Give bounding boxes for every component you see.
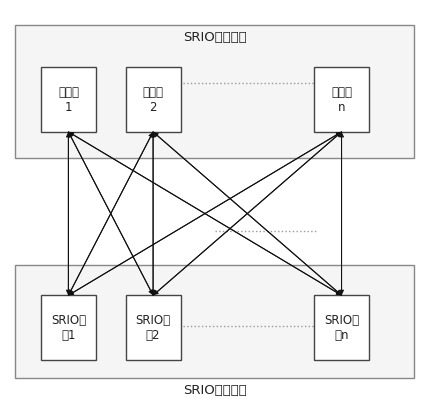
Bar [314, 67, 369, 132]
Text: SRIO接
口2: SRIO接 口2 [136, 314, 171, 342]
Bar [126, 67, 181, 132]
Text: 仲裁器
2: 仲裁器 2 [142, 85, 163, 114]
Bar [15, 25, 414, 158]
Bar [15, 265, 414, 378]
Bar [314, 295, 369, 360]
Text: SRIO接口模块: SRIO接口模块 [183, 384, 246, 397]
Text: SRIO接
口n: SRIO接 口n [324, 314, 359, 342]
Text: SRIO互联模块: SRIO互联模块 [183, 31, 246, 44]
Text: 仲裁器
1: 仲裁器 1 [58, 85, 79, 114]
Bar [41, 295, 96, 360]
Bar [41, 67, 96, 132]
Text: 仲裁器
n: 仲裁器 n [331, 85, 352, 114]
Bar [126, 295, 181, 360]
Text: SRIO接
口1: SRIO接 口1 [51, 314, 86, 342]
